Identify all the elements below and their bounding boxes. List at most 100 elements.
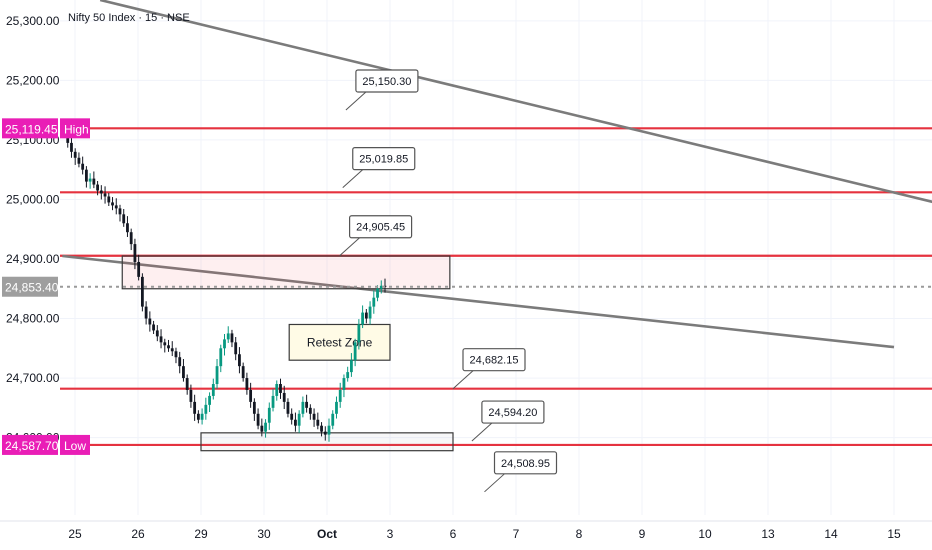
callout-label: 25,019.85 — [359, 154, 408, 166]
x-tick-label: 9 — [639, 527, 646, 541]
low-price-badge — [2, 434, 58, 455]
callout-box — [349, 215, 413, 239]
candle-body — [107, 196, 111, 203]
callout-pointer — [452, 370, 474, 390]
candle-body — [211, 384, 215, 396]
candle-body — [96, 184, 99, 191]
candle-body — [230, 333, 234, 343]
candle-body — [92, 178, 96, 185]
zone-box — [200, 432, 454, 452]
y-tick-label: 24,800.00 — [6, 312, 60, 326]
candle-body — [133, 244, 137, 262]
candle-body — [364, 312, 368, 319]
x-tick-label: 14 — [824, 527, 838, 541]
x-tick-label: 10 — [698, 527, 712, 541]
candle-body — [137, 261, 141, 277]
candle-body — [223, 339, 226, 349]
candle-body — [200, 413, 204, 420]
last-price-text: 24,853.40 — [5, 281, 59, 295]
candle-body — [114, 205, 118, 209]
high-price-badge — [2, 118, 58, 139]
zone-box — [121, 255, 451, 290]
candle-body — [312, 413, 316, 420]
x-axis: 25 26 29 30 Oct 3 6 7 8 9 10 13 14 15 — [0, 520, 932, 541]
candle-body — [372, 297, 376, 307]
chart-title: Nifty 50 Index · 15 · NSE — [68, 12, 190, 24]
callout-pointer — [471, 422, 493, 442]
candle-body — [66, 133, 70, 143]
candle-body — [245, 378, 249, 390]
low-tag-badge — [60, 434, 90, 455]
y-tick-label: 24,700.00 — [6, 371, 60, 385]
candle-body — [129, 232, 133, 245]
candle-body — [99, 190, 103, 194]
x-tick-label: 25 — [68, 527, 82, 541]
last-price-badge — [2, 276, 58, 297]
candle-body — [338, 389, 342, 402]
callout-pointer — [484, 473, 505, 493]
candle-body — [331, 413, 335, 426]
callout-label: 24,508.95 — [501, 458, 550, 470]
x-tick-label: 8 — [576, 527, 583, 541]
candle-body — [379, 285, 383, 289]
candle-body — [77, 157, 81, 164]
low-tag-text: Low — [64, 439, 86, 453]
candle-body — [163, 342, 167, 346]
candle-body — [144, 306, 148, 319]
candle-body — [290, 413, 294, 420]
candle-body — [81, 163, 85, 170]
y-tick-label: 25,300.00 — [6, 14, 60, 28]
trendline — [62, 254, 895, 349]
zone-label: Retest Zone — [307, 335, 373, 349]
y-tick-label: 25,200.00 — [6, 73, 60, 87]
candle-body — [193, 401, 197, 414]
y-tick-label: 25,000.00 — [6, 192, 60, 206]
x-tick-label: 30 — [257, 527, 271, 541]
x-tick-label: 15 — [887, 527, 901, 541]
candle-body — [353, 342, 357, 361]
candle-body — [88, 178, 92, 182]
candle-body — [376, 288, 379, 298]
high-tag-badge — [60, 118, 90, 139]
candle-body — [215, 366, 219, 385]
candle-body — [208, 395, 211, 405]
zone-box — [288, 323, 391, 361]
candle-body — [305, 401, 309, 408]
trendline — [99, 0, 932, 204]
zones: Retest Zone — [121, 255, 454, 452]
candle-body — [122, 214, 126, 224]
candle-body — [226, 333, 230, 340]
candle-body — [185, 378, 189, 390]
x-tick-label: 29 — [194, 527, 208, 541]
candle-body — [342, 378, 346, 390]
candle-body — [346, 372, 350, 379]
candle-body — [301, 401, 305, 414]
candle-body — [148, 318, 152, 325]
callout-pointer — [342, 169, 364, 189]
candle-body — [271, 395, 275, 408]
candle-body — [70, 142, 73, 152]
x-tick-label: Oct — [317, 527, 337, 541]
candle-body — [350, 360, 353, 373]
candle-body — [170, 348, 174, 352]
callout-label: 24,905.45 — [356, 222, 405, 234]
candle-body — [152, 324, 155, 331]
candle-body — [84, 169, 88, 182]
candle-body — [249, 389, 253, 402]
candle-body — [204, 404, 208, 414]
candle-body — [241, 366, 245, 379]
callout-box — [481, 400, 545, 424]
candle-body — [308, 407, 312, 414]
callout-label: 24,594.20 — [488, 407, 537, 419]
candles — [62, 125, 387, 442]
candle-body — [294, 419, 297, 426]
candle-body — [260, 425, 264, 432]
x-tick-label: 13 — [761, 527, 775, 541]
candle-body — [126, 223, 129, 233]
candle-body — [297, 413, 301, 426]
candle-body — [279, 384, 282, 393]
annotations: 25,150.30 25,019.85 24,905.45 24,682.15 24,5… — [339, 69, 558, 493]
candle-body — [361, 312, 365, 325]
